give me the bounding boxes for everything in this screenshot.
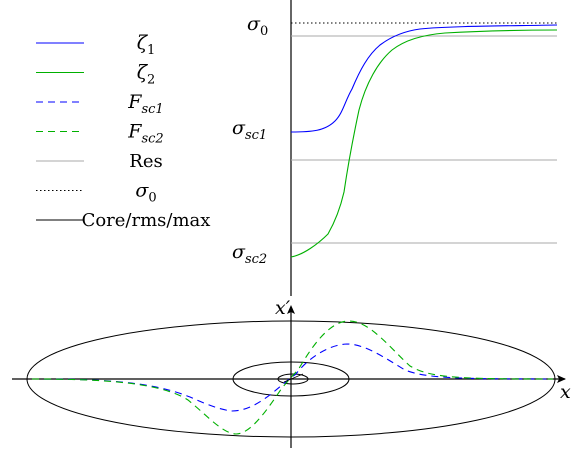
sigma0-label: σ0 <box>247 13 268 39</box>
sigma-plot: σ0 σsc1 σsc2 <box>232 0 558 296</box>
legend-label: Fsc2 <box>127 121 163 147</box>
sigma-sc1-label: σsc1 <box>232 117 267 143</box>
x-label: x <box>560 381 571 403</box>
legend-entry: σ0 <box>36 180 157 206</box>
core-slant <box>283 373 304 383</box>
fsc2-curve <box>31 320 554 435</box>
legend-label: σ0 <box>135 180 156 206</box>
x-prime-arrowhead <box>287 305 295 314</box>
legend-entry: Fsc1 <box>36 91 164 117</box>
legend-entry: ζ1 <box>36 32 155 58</box>
legend-label: Fsc1 <box>127 91 163 117</box>
zeta1-curve <box>290 24 558 133</box>
legend-label: ζ1 <box>137 32 156 58</box>
x-axis-arrowhead <box>557 375 566 383</box>
legend-entry: Core/rms/max <box>36 210 210 231</box>
legend-label: Core/rms/max <box>82 210 211 231</box>
sigma-sc2-label: σsc2 <box>232 241 267 267</box>
legend: ζ1 ζ2 Fsc1 Fsc2 Res σ0 Core/rms/max <box>36 32 210 231</box>
legend-entry: Fsc2 <box>36 121 164 147</box>
legend-label: Res <box>129 151 162 172</box>
legend-label: ζ2 <box>137 62 156 88</box>
legend-entry: ζ2 <box>36 62 155 88</box>
zeta2-curve <box>290 29 558 258</box>
fsc1-curve <box>31 343 554 412</box>
legend-entry: Res <box>36 151 163 172</box>
profile-plot: x′ x <box>12 297 571 448</box>
x-prime-label: x′ <box>275 297 291 319</box>
